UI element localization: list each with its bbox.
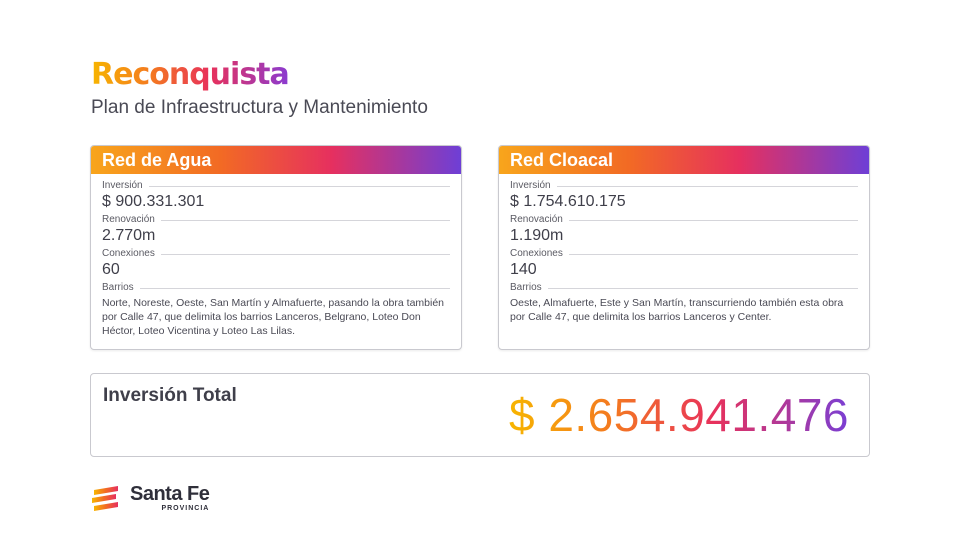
field-label: Inversión	[510, 180, 551, 191]
field-conexiones: Conexiones 60	[102, 248, 450, 279]
field-renovacion: Renovación 2.770m	[102, 214, 450, 245]
field-barrios: Barrios Oeste, Almafuerte, Este y San Ma…	[510, 282, 858, 324]
field-value: 140	[510, 261, 537, 278]
divider	[139, 287, 450, 289]
field-label: Barrios	[102, 282, 134, 293]
field-renovacion: Renovación 1.190m	[510, 214, 858, 245]
divider	[556, 185, 858, 187]
total-investment-box: Inversión Total $ 2.654.941.476	[90, 373, 870, 457]
field-value: 1.190m	[510, 227, 564, 244]
page-subtitle: Plan de Infraestructura y Mantenimiento	[91, 97, 428, 118]
logo-name: Santa Fe	[130, 483, 210, 505]
field-barrios: Barrios Norte, Noreste, Oeste, San Martí…	[102, 282, 450, 338]
field-label: Barrios	[510, 282, 542, 293]
total-label: Inversión Total	[103, 385, 237, 406]
page-title: Reconquista	[91, 57, 290, 92]
barrios-text: Oeste, Almafuerte, Este y San Martín, tr…	[510, 297, 844, 323]
field-value: 2.770m	[102, 227, 156, 244]
barrios-text: Norte, Noreste, Oeste, San Martín y Alma…	[102, 297, 445, 337]
field-inversion: Inversión $ 1.754.610.175	[510, 180, 858, 211]
field-inversion: Inversión $ 900.331.301	[102, 180, 450, 211]
field-conexiones: Conexiones 140	[510, 248, 858, 279]
divider	[160, 253, 450, 255]
divider	[160, 219, 450, 221]
field-label: Inversión	[102, 180, 143, 191]
card-red-cloacal: Red Cloacal Inversión $ 1.754.610.175 Re…	[498, 145, 870, 350]
field-value: $ 1.754.610.175	[510, 193, 626, 210]
divider	[148, 185, 450, 187]
divider	[568, 219, 858, 221]
divider	[547, 287, 858, 289]
card-red-de-agua: Red de Agua Inversión $ 900.331.301 Reno…	[90, 145, 462, 350]
total-value: $ 2.654.941.476	[508, 389, 849, 441]
field-label: Renovación	[510, 214, 563, 225]
field-label: Conexiones	[102, 248, 155, 259]
field-label: Conexiones	[510, 248, 563, 259]
santa-fe-logo: Santa Fe PROVINCIA	[90, 482, 210, 516]
card-title: Red de Agua	[91, 146, 461, 174]
field-value: 60	[102, 261, 120, 278]
field-value: $ 900.331.301	[102, 193, 205, 210]
divider	[568, 253, 858, 255]
field-label: Renovación	[102, 214, 155, 225]
logo-subtitle: PROVINCIA	[161, 505, 210, 512]
card-title: Red Cloacal	[499, 146, 869, 174]
santa-fe-flag-icon	[92, 486, 118, 511]
